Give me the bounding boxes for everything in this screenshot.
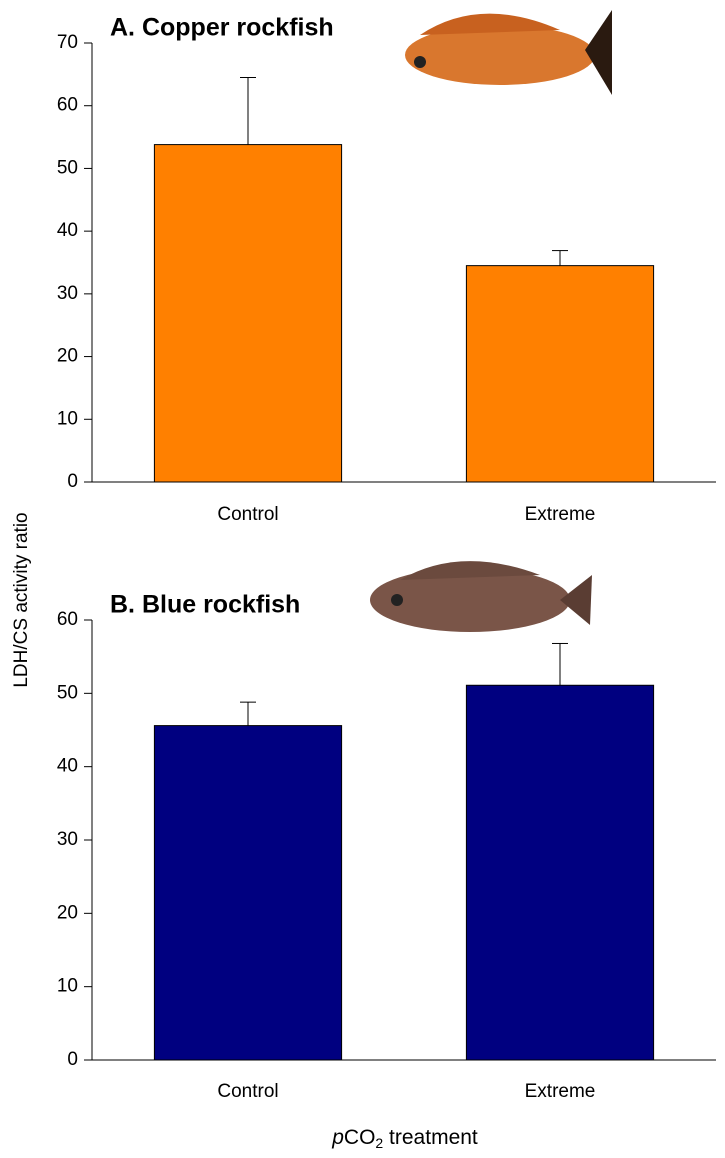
y-tick-label: 10 <box>57 976 78 997</box>
y-tick-label: 40 <box>57 220 78 241</box>
y-tick-label: 0 <box>67 471 78 492</box>
y-tick-label: 50 <box>57 157 78 178</box>
chart-title: B. Blue rockfish <box>110 591 300 619</box>
y-tick-label: 0 <box>67 1049 78 1070</box>
x-tick-label: Control <box>217 504 278 525</box>
y-tick-label: 70 <box>57 32 78 53</box>
blue-rockfish-image <box>370 561 592 632</box>
y-tick-label: 40 <box>57 756 78 777</box>
y-tick-label: 50 <box>57 682 78 703</box>
bar <box>465 265 655 483</box>
y-tick-label: 60 <box>57 609 78 630</box>
x-tick-label: Control <box>217 1081 278 1102</box>
x-axis-label: pCO2 treatment <box>331 1126 478 1151</box>
bar <box>153 725 343 1061</box>
y-axis-label: LDH/CS activity ratio <box>11 512 32 687</box>
bar <box>465 684 655 1061</box>
bar <box>153 144 343 483</box>
copper-rockfish-image <box>405 10 612 95</box>
y-tick-label: 20 <box>57 346 78 367</box>
y-tick-label: 10 <box>57 408 78 429</box>
y-tick-label: 30 <box>57 283 78 304</box>
chart-title: A. Copper rockfish <box>110 14 334 42</box>
y-tick-label: 30 <box>57 829 78 850</box>
y-tick-label: 20 <box>57 902 78 923</box>
x-tick-label: Extreme <box>525 1081 596 1102</box>
x-tick-label: Extreme <box>525 504 596 525</box>
y-tick-label: 60 <box>57 95 78 116</box>
